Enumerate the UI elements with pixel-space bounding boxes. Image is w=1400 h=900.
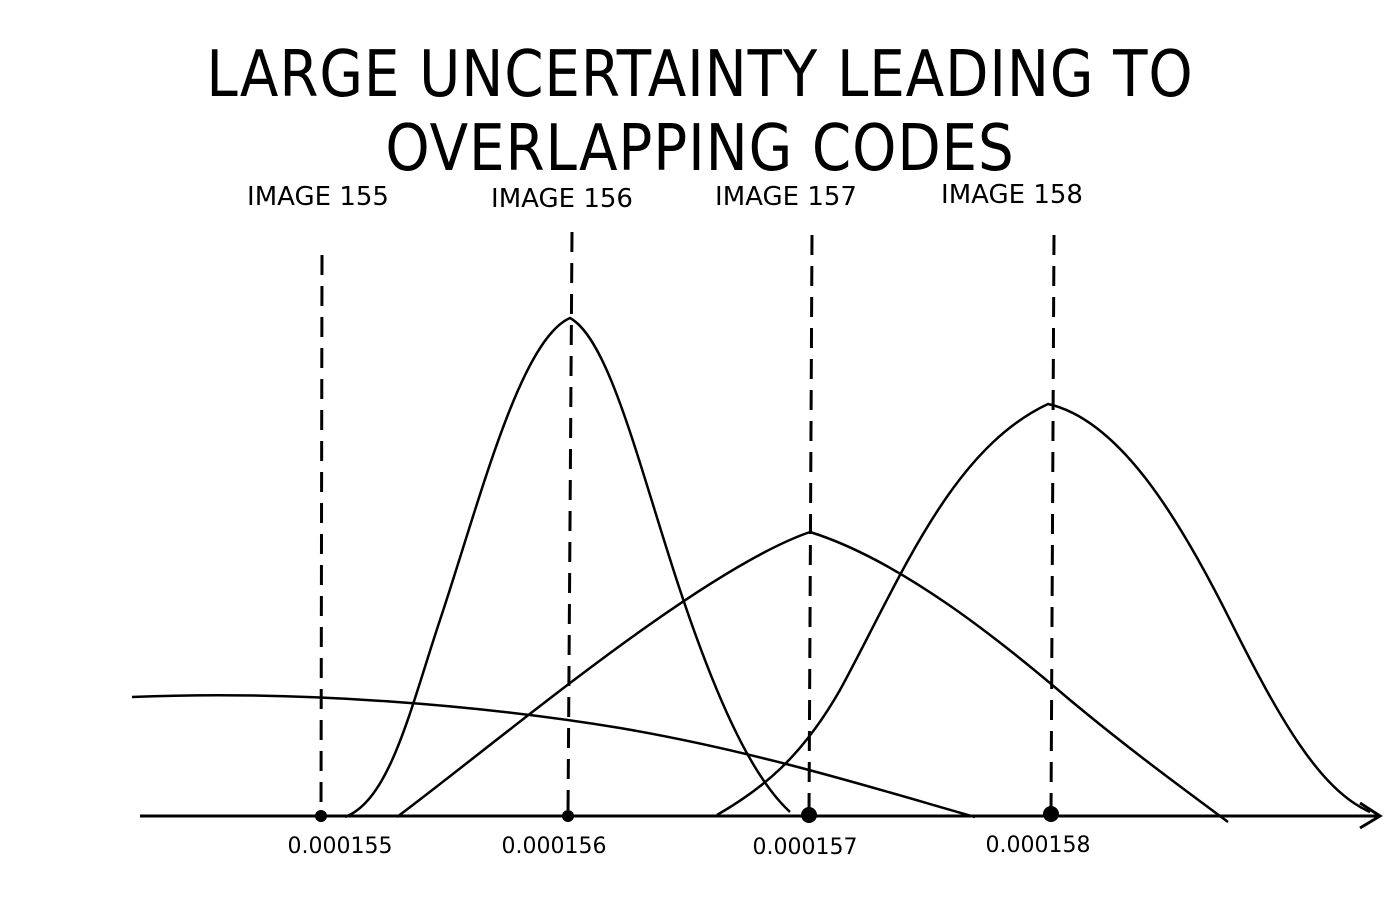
diagram-title: LARGE UNCERTAINTY LEADING TO OVERLAPPING… [206,38,1194,186]
tick-label-158: 0.000158 [986,833,1091,858]
image-label-158: IMAGE 158 [941,180,1083,210]
image-label-156: IMAGE 156 [491,184,633,214]
axis-point-156 [562,810,574,822]
curve-narrow-156 [344,316,791,819]
dashed-line-156 [566,231,574,816]
curve-wide-flat [131,694,976,819]
curve-triangle-157 [396,530,1229,824]
dashed-line-157 [807,234,814,816]
tick-label-155: 0.000155 [288,834,393,859]
image-label-157: IMAGE 157 [715,182,857,212]
dashed-line-155 [319,254,324,816]
tick-label-157: 0.000157 [753,835,858,860]
image-label-155: IMAGE 155 [247,182,389,212]
tick-label-156: 0.000156 [502,834,607,859]
axis-point-158 [1043,806,1059,822]
axis-point-157 [801,807,817,823]
axis-point-155 [315,810,327,822]
x-axis-arrowhead [1359,801,1383,830]
curve-bell-158 [716,402,1371,817]
dashed-line-158 [1049,234,1056,816]
